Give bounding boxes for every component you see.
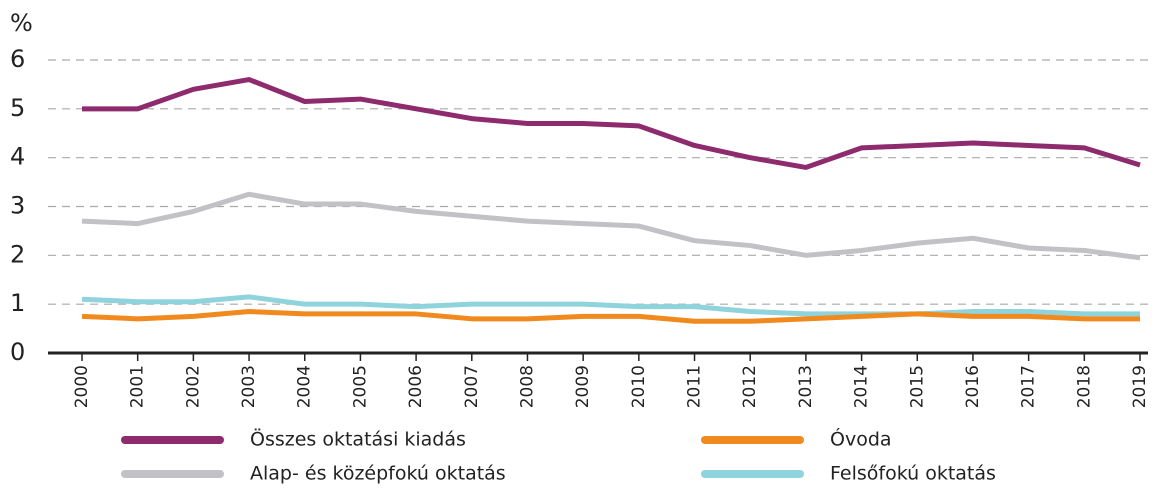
x-tick-label: 2001 (128, 365, 148, 408)
x-tick-label: 2010 (629, 365, 649, 408)
legend-label: Összes oktatási kiadás (250, 428, 466, 451)
x-tick-label: 2000 (72, 365, 92, 408)
x-tick-label: 2018 (1074, 365, 1094, 408)
x-tick-label: 2008 (517, 365, 537, 408)
series-line (82, 77, 1141, 170)
series-line (81, 191, 1141, 261)
series-line (81, 308, 1140, 324)
x-tick-label: 2005 (350, 365, 370, 408)
legend-label: Alap- és középfokú oktatás (250, 463, 506, 485)
x-tick-label: 2011 (685, 365, 705, 408)
series-line (81, 294, 1140, 317)
y-tick-label: 3 (10, 192, 25, 220)
x-tick-label: 2016 (963, 365, 983, 408)
y-tick-label: 4 (10, 143, 25, 171)
x-tick-label: 2015 (907, 365, 927, 408)
y-tick-label: 6 (10, 45, 25, 73)
x-tick-label: 2017 (1019, 365, 1039, 408)
legend-label: Óvoda (830, 427, 892, 451)
x-tick-label: 2006 (406, 365, 426, 408)
x-tick-label: 2003 (239, 365, 259, 408)
x-tick-label: 2014 (852, 365, 872, 408)
x-tick-label: 2012 (740, 365, 760, 408)
x-tick-label: 2004 (295, 365, 315, 408)
y-axis-label: % (10, 9, 33, 37)
x-tick-label: 2009 (573, 365, 593, 408)
x-tick-label: 2007 (462, 365, 482, 408)
y-tick-label: 5 (10, 94, 25, 122)
y-tick-label: 2 (10, 240, 25, 268)
x-tick-label: 2013 (796, 365, 816, 408)
x-tick-label: 2002 (183, 365, 203, 408)
x-tick-label: 2019 (1130, 365, 1150, 408)
legend-label: Felsőfokú oktatás (830, 463, 996, 485)
y-tick-label: 1 (10, 289, 25, 317)
y-tick-label: 0 (10, 338, 25, 366)
